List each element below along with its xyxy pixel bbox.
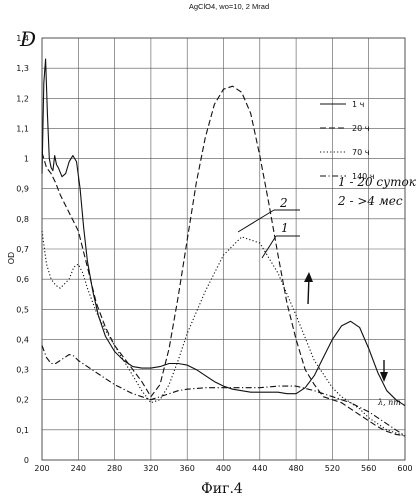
x-tick-label: 560 bbox=[361, 464, 376, 473]
x-tick-label: 520 bbox=[325, 464, 340, 473]
y-tick-label: 1,4 bbox=[16, 34, 29, 43]
x-tick-label: 200 bbox=[34, 464, 49, 473]
legend-label: 20 ч bbox=[352, 124, 369, 133]
y-tick-label: 0,5 bbox=[16, 305, 29, 314]
y-tick-label: 0,4 bbox=[16, 335, 29, 344]
up-arrow-head-icon bbox=[304, 272, 313, 282]
x-tick-labels: 200 240 280 320 360 400 440 480 520 560 600 bbox=[34, 464, 412, 473]
x-axis-label: λ, nm bbox=[377, 398, 401, 407]
handwritten-annotations: 1 - 20 суток 2 - >4 мес 2 1 bbox=[238, 175, 417, 382]
y-tick-labels: 0 0,1 0,2 0,3 0,4 0,5 0,6 0,7 0,8 0,9 1 1,1 1,2 1,3 1,… bbox=[16, 34, 29, 465]
y-tick-label: 1,2 bbox=[16, 94, 29, 103]
annotation-1-20-days: 1 - 20 суток bbox=[338, 175, 417, 189]
x-tick-label: 400 bbox=[216, 464, 231, 473]
series-marker-2: 2 bbox=[279, 196, 288, 210]
x-tick-label: 320 bbox=[143, 464, 158, 473]
x-tick-label: 360 bbox=[180, 464, 195, 473]
chart-legend: 1 ч20 ч70 ч140 ч bbox=[320, 100, 375, 181]
marker-2-leader bbox=[238, 210, 274, 232]
y-tick-label: 0,3 bbox=[16, 366, 29, 375]
y-tick-label: 1,1 bbox=[16, 124, 29, 133]
chart-grid bbox=[42, 38, 405, 460]
y-tick-label: 0,6 bbox=[16, 275, 29, 284]
x-tick-label: 600 bbox=[397, 464, 412, 473]
figure-caption: Фиг.4 bbox=[201, 481, 243, 497]
chart-title: AgClO4, wo=10, 2 Mrad bbox=[189, 2, 269, 11]
y-tick-label: 0,8 bbox=[16, 215, 29, 224]
annotation-2-4-months: 2 - >4 мес bbox=[337, 194, 403, 208]
y-tick-label: 1,3 bbox=[16, 64, 29, 73]
series-marker-1: 1 bbox=[281, 221, 289, 235]
legend-label: 1 ч bbox=[352, 100, 364, 109]
y-axis-label: OD bbox=[7, 252, 16, 264]
x-tick-label: 480 bbox=[288, 464, 303, 473]
y-tick-label: 0,2 bbox=[16, 396, 29, 405]
y-tick-label: 0,1 bbox=[16, 426, 29, 435]
marker-1-leader bbox=[262, 236, 276, 258]
x-tick-label: 280 bbox=[107, 464, 122, 473]
x-tick-label: 240 bbox=[71, 464, 86, 473]
y-tick-label: 0,9 bbox=[16, 185, 29, 194]
y-tick-label: 0,7 bbox=[16, 245, 29, 254]
y-tick-label: 1 bbox=[24, 155, 29, 164]
y-tick-label: 0 bbox=[24, 456, 29, 465]
x-tick-label: 440 bbox=[252, 464, 267, 473]
legend-label: 70 ч bbox=[352, 148, 369, 157]
